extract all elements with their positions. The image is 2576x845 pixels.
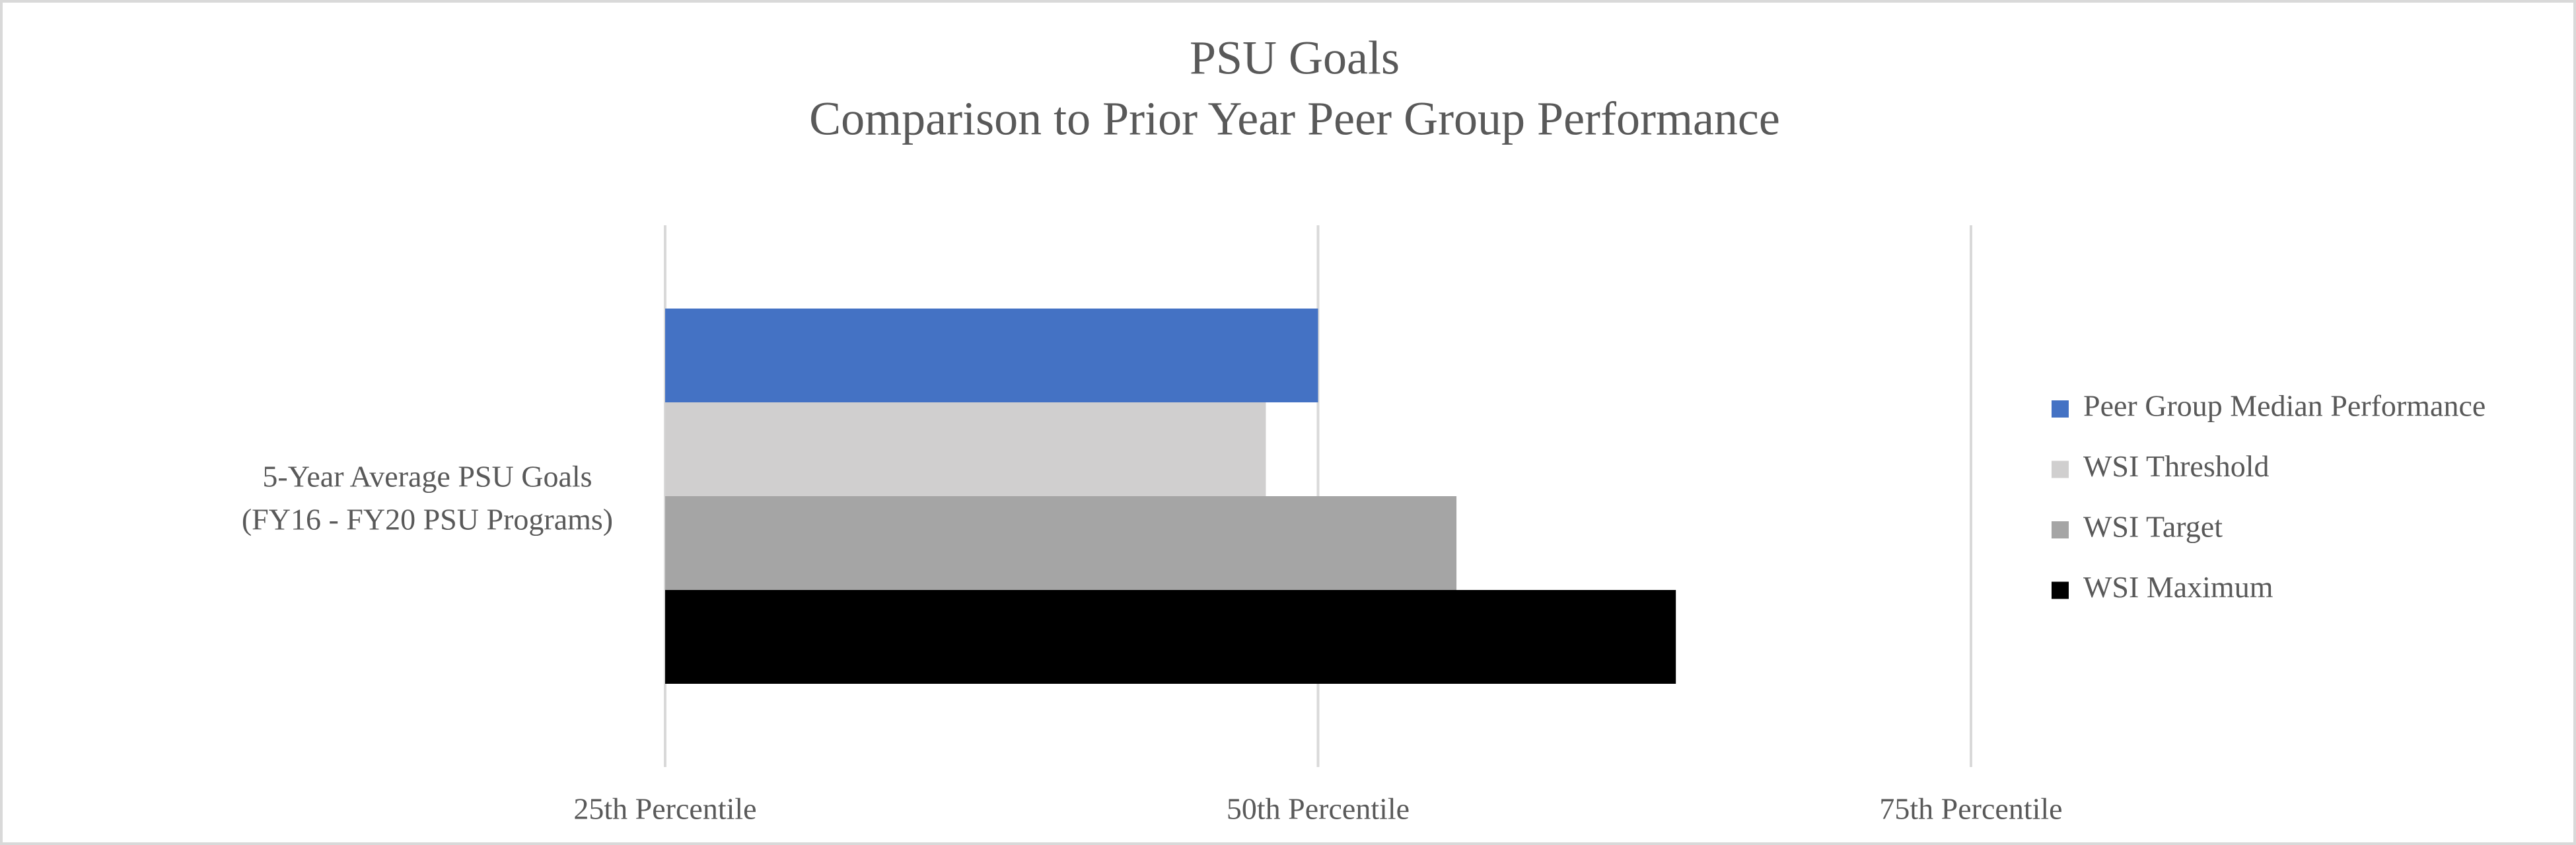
- x-tick-label: 25th Percentile: [573, 792, 756, 826]
- bar: [665, 496, 1457, 590]
- legend-swatch: [2052, 521, 2069, 538]
- legend-label: Peer Group Median Performance: [2083, 389, 2486, 423]
- x-tick-label: 75th Percentile: [1879, 792, 2062, 826]
- legend-label: WSI Target: [2083, 510, 2223, 544]
- chart-title: PSU Goals: [1190, 32, 1400, 85]
- bar: [665, 309, 1318, 402]
- x-tick-label: 50th Percentile: [1227, 792, 1410, 826]
- legend-swatch: [2052, 400, 2069, 418]
- y-tick-label: 5-Year Average PSU Goals (FY16 - FY20 PSU…: [242, 459, 613, 536]
- bar: [665, 590, 1676, 684]
- legend-swatch: [2052, 581, 2069, 599]
- chart-subtitle: Comparison to Prior Year Peer Group Perf…: [809, 92, 1780, 145]
- legend-label: WSI Threshold: [2083, 449, 2270, 483]
- bar: [665, 402, 1266, 496]
- legend-label: WSI Maximum: [2083, 570, 2273, 604]
- legend-swatch: [2052, 460, 2069, 478]
